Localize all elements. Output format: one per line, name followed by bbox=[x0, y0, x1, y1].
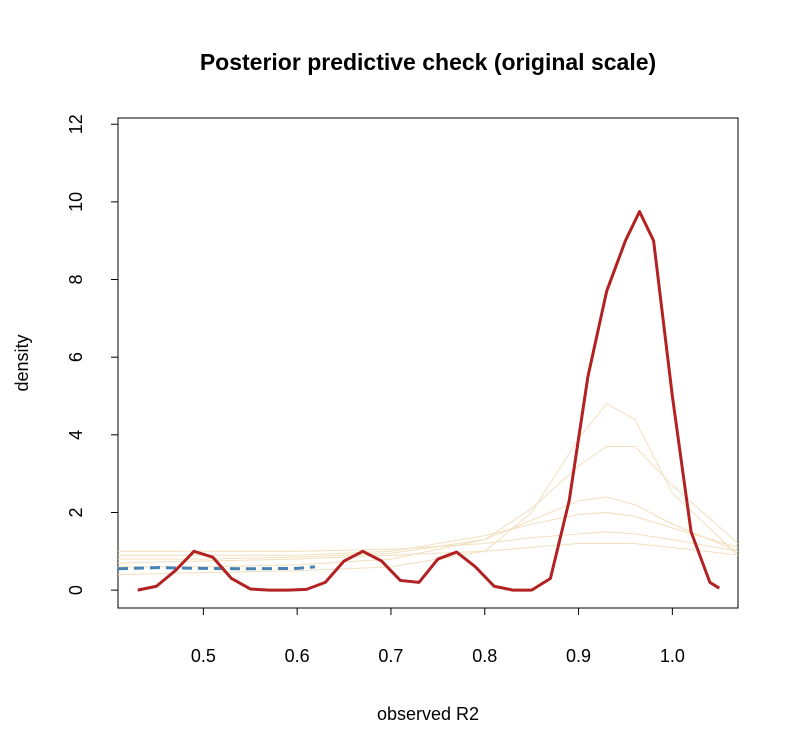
density-line bbox=[118, 496, 738, 560]
x-axis-label: observed R2 bbox=[377, 704, 479, 724]
density-line bbox=[118, 403, 738, 576]
y-tick-label: 4 bbox=[66, 430, 86, 440]
y-tick-label: 10 bbox=[66, 192, 86, 212]
x-tick-label: 1.0 bbox=[660, 646, 685, 666]
y-tick-label: 8 bbox=[66, 275, 86, 285]
density-line bbox=[137, 210, 721, 592]
density-line bbox=[118, 531, 738, 552]
density-line bbox=[118, 511, 738, 556]
y-axis-label: density bbox=[12, 334, 32, 391]
y-tick-label: 0 bbox=[66, 585, 86, 595]
x-tick-label: 0.6 bbox=[285, 646, 310, 666]
density-line bbox=[118, 565, 316, 571]
chart-title: Posterior predictive check (original sca… bbox=[200, 49, 656, 75]
x-tick-label: 0.7 bbox=[378, 646, 403, 666]
y-tick-label: 6 bbox=[66, 352, 86, 362]
density-line bbox=[118, 543, 738, 564]
y-tick-label: 12 bbox=[66, 114, 86, 134]
x-tick-label: 0.5 bbox=[191, 646, 216, 666]
density-line bbox=[118, 445, 738, 568]
y-tick-label: 2 bbox=[66, 507, 86, 517]
plot-frame bbox=[117, 117, 739, 609]
x-tick-label: 0.9 bbox=[566, 646, 591, 666]
x-tick-label: 0.8 bbox=[472, 646, 497, 666]
